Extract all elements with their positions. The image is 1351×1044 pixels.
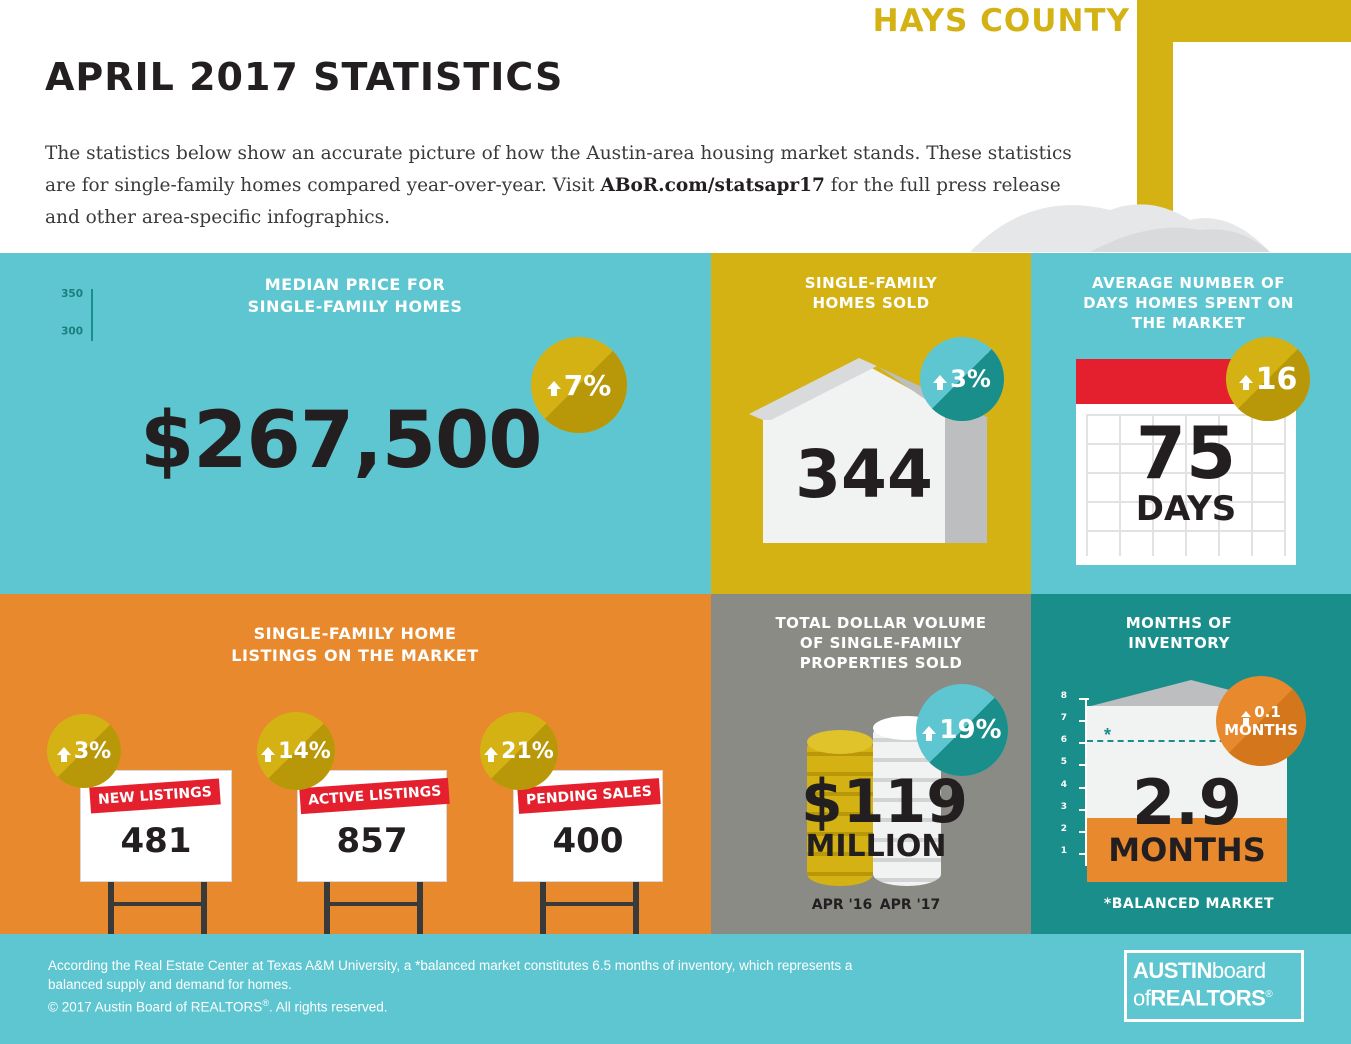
sign-post	[633, 880, 639, 934]
dollar-volume-value: $119	[801, 767, 968, 837]
scale-tick	[1079, 830, 1089, 833]
inventory-scale	[1053, 698, 1093, 868]
scale-tick-label: 6	[1060, 735, 1067, 746]
up-arrow-icon	[1241, 711, 1252, 726]
days-unit: DAYS	[1135, 489, 1237, 529]
footer-note: According the Real Estate Center at Texa…	[48, 958, 853, 992]
scale-tick-label: 2	[1060, 823, 1067, 834]
homes-sold-value: 344	[795, 436, 933, 513]
scale-tick-label: 7	[1060, 713, 1067, 724]
intro-line-3: and other area-specific infographics.	[45, 207, 391, 228]
sign-post	[108, 880, 114, 934]
median-price-change-badge: 7%	[531, 337, 627, 433]
scale-tick-label: 4	[1060, 779, 1067, 790]
footer: According the Real Estate Center at Texa…	[0, 934, 1351, 1044]
up-arrow-icon	[1238, 375, 1253, 390]
homes-sold-change-badge: 3%	[920, 337, 1004, 421]
dollar-volume-title: TOTAL DOLLAR VOLUME OF SINGLE-FAMILY PRO…	[775, 614, 987, 672]
pending-sales-change-badge: 21%	[480, 712, 558, 790]
days-on-market-title: AVERAGE NUMBER OF DAYS HOMES SPENT ON TH…	[1083, 274, 1294, 332]
days-on-market-panel: AVERAGE NUMBER OF DAYS HOMES SPENT ON TH…	[1031, 253, 1351, 594]
up-arrow-icon	[546, 381, 561, 396]
balanced-market-marker: *	[1104, 725, 1112, 745]
intro-line-1: The statistics below show an accurate pi…	[45, 143, 1072, 164]
scale-tick	[1079, 853, 1089, 855]
decorative-hills	[970, 204, 1270, 252]
dollar-volume-change-badge: 19%	[916, 684, 1008, 776]
abor-logo[interactable]: AUSTINboard ofREALTORS®	[1124, 950, 1304, 1022]
sign-crossbar	[108, 902, 207, 906]
scale-tick	[1079, 742, 1089, 745]
new-listings-value: 481	[120, 821, 192, 861]
median-price-panel: MEDIAN PRICE FOR SINGLE-FAMILY HOMES 050…	[0, 253, 711, 594]
scale-tick-label: 1	[1060, 846, 1067, 856]
listings-title: SINGLE-FAMILY HOME LISTINGS ON THE MARKE…	[231, 624, 479, 665]
sign-crossbar	[540, 902, 639, 906]
new-listings-change-badge: 3%	[47, 714, 121, 788]
scale-tick	[1079, 808, 1089, 811]
dollar-volume-panel: TOTAL DOLLAR VOLUME OF SINGLE-FAMILY PRO…	[711, 594, 1031, 934]
inventory-change-badge: 0.1 MONTHS	[1216, 676, 1306, 766]
scale-tick	[1079, 720, 1089, 723]
pending-sales-value: 400	[552, 821, 624, 861]
sign-post	[417, 880, 423, 934]
scale-tick-label: 5	[1060, 757, 1067, 768]
up-arrow-icon	[933, 375, 948, 390]
balanced-market-footnote: *BALANCED MARKET	[1103, 896, 1275, 912]
dollar-volume-unit: MILLION	[805, 829, 947, 864]
y-tick-label: 300	[61, 326, 83, 338]
days-value: 75	[1135, 411, 1237, 495]
inventory-scale-ticks: 1 2 3 4 5 6 7 8	[1053, 691, 1093, 868]
coin-stack-apr16	[807, 736, 873, 886]
gold-corner-inner	[1173, 42, 1351, 213]
coin-stack-apr16-top	[807, 730, 873, 754]
active-listings-value: 857	[336, 821, 408, 861]
y-tick-label: 350	[61, 288, 83, 300]
inventory-value: 2.9	[1132, 766, 1242, 839]
intro-text: The statistics below show an accurate pi…	[45, 138, 1125, 234]
scale-tick	[1079, 786, 1089, 789]
intro-line-2: are for single-family homes compared yea…	[45, 175, 1061, 196]
up-arrow-icon	[484, 747, 499, 762]
sign-post	[540, 880, 546, 934]
intro-link[interactable]: ABoR.com/statsapr17	[600, 175, 825, 196]
scale-tick-label: 8	[1060, 691, 1067, 701]
coin-label-apr16: APR '16	[811, 897, 873, 913]
inventory-unit: MONTHS	[1108, 831, 1266, 869]
sign-post	[201, 880, 207, 934]
median-price-title: MEDIAN PRICE FOR SINGLE-FAMILY HOMES	[247, 275, 463, 316]
hays-county-label: HAYS COUNTY	[872, 3, 1130, 39]
coin-label-apr17: APR '17	[879, 897, 941, 913]
listings-panel: SINGLE-FAMILY HOME LISTINGS ON THE MARKE…	[0, 594, 711, 934]
up-arrow-icon	[56, 747, 71, 762]
up-arrow-icon	[261, 747, 276, 762]
scale-tick	[1079, 698, 1089, 700]
inventory-title: MONTHS OF INVENTORY	[1125, 614, 1233, 652]
sign-crossbar	[324, 902, 423, 906]
median-price-chart: 0501001502002503003502012201320142015201…	[61, 288, 93, 341]
page-title: APRIL 2017 STATISTICS	[45, 55, 564, 99]
median-price-value: $267,500	[140, 396, 543, 486]
scale-tick	[1079, 764, 1089, 767]
inventory-panel: MONTHS OF INVENTORY 1 2 3 4 5 6 7 8 * 2.9 MONTH…	[1031, 594, 1351, 934]
sign-post	[324, 880, 330, 934]
up-arrow-icon	[922, 726, 937, 741]
days-change-badge: 16	[1226, 337, 1310, 421]
scale-tick-label: 3	[1060, 801, 1067, 812]
homes-sold-panel: SINGLE-FAMILY HOMES SOLD 344 3%	[711, 253, 1031, 594]
inventory-house-fill	[1087, 818, 1287, 882]
balanced-market-line	[1087, 740, 1287, 742]
active-listings-change-badge: 14%	[257, 712, 335, 790]
homes-sold-title: SINGLE-FAMILY HOMES SOLD	[804, 274, 938, 312]
footer-copyright: © 2017 Austin Board of REALTORS®. All ri…	[48, 998, 388, 1015]
